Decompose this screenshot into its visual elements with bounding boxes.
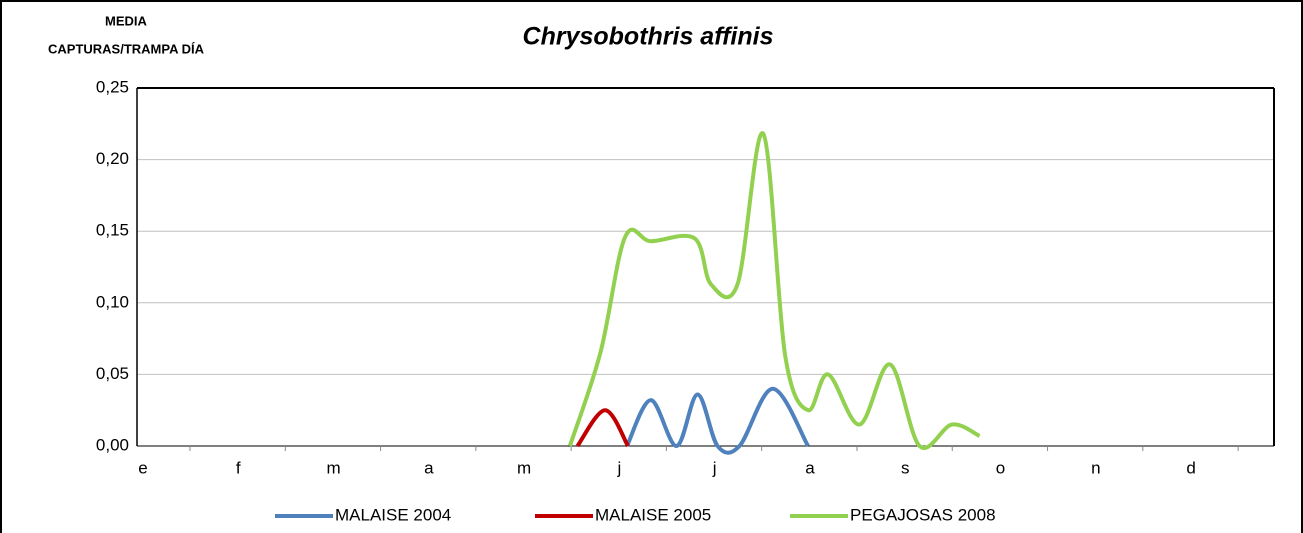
x-tick-label: d xyxy=(1186,458,1195,477)
x-tick-label: o xyxy=(996,458,1005,477)
x-tick-label: j xyxy=(712,458,717,477)
y-tick-label: 0,10 xyxy=(96,292,129,311)
y-tick-label: 0,20 xyxy=(96,149,129,168)
line xyxy=(575,408,630,448)
x-tick-label: n xyxy=(1091,458,1100,477)
y-tick-label: 0,00 xyxy=(96,435,129,454)
x-tick-label: a xyxy=(424,458,434,477)
line xyxy=(567,131,981,451)
y-axis-label: MEDIA xyxy=(105,13,148,28)
x-tick-label: s xyxy=(901,458,910,477)
x-tick-label: e xyxy=(138,458,147,477)
y-tick-label: 0,15 xyxy=(96,221,129,240)
legend-label: PEGAJOSAS 2008 xyxy=(850,505,996,524)
x-tick-label: f xyxy=(236,458,241,477)
x-tick-label: m xyxy=(326,458,340,477)
x-tick-label: a xyxy=(805,458,815,477)
chart-title: Chrysobothris affinis xyxy=(523,23,774,51)
x-tick-label: j xyxy=(617,458,622,477)
x-tick-label: m xyxy=(517,458,531,477)
legend-label: MALAISE 2004 xyxy=(335,505,451,524)
line xyxy=(625,386,810,455)
y-tick-label: 0,05 xyxy=(96,364,129,383)
y-axis-label: CAPTURAS/TRAMPA DÍA xyxy=(48,41,205,56)
y-tick-label: 0,25 xyxy=(96,77,129,96)
legend-label: MALAISE 2005 xyxy=(595,505,711,524)
